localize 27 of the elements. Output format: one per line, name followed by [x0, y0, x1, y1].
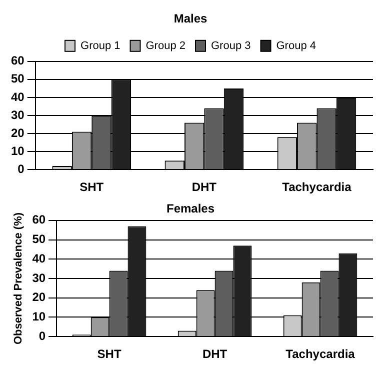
y-tick-label: 60: [10, 54, 25, 68]
y-tick-label: 20: [32, 290, 46, 304]
y-tick-label: 40: [32, 251, 46, 266]
x-tick-label: SHT: [80, 180, 104, 194]
legend-label: Group 1: [80, 40, 120, 52]
x-tick-label: SHT: [97, 347, 122, 362]
y-tick-label: 30: [32, 270, 46, 285]
y-tick-label: 50: [32, 232, 46, 246]
y-tick-label: 60: [32, 212, 46, 227]
x-tick-label: Tachycardia: [282, 180, 352, 194]
chart-title: Males: [174, 12, 208, 26]
x-tick-label: DHT: [202, 347, 228, 362]
x-tick-label: DHT: [192, 180, 218, 194]
y-tick-label: 30: [10, 108, 25, 122]
y-axis-title: Observed Prevalence (%): [12, 212, 25, 345]
y-tick-label: 10: [32, 310, 46, 324]
y-tick-label: 10: [10, 144, 25, 158]
y-tick-label: 40: [10, 90, 25, 104]
legend-label: Group 3: [211, 40, 251, 52]
y-tick-label: 50: [10, 72, 25, 86]
legend-label: Group 4: [276, 40, 316, 52]
chart-title: Females: [166, 202, 215, 216]
x-tick-label: Tachycardia: [286, 347, 356, 362]
y-tick-label: 20: [10, 126, 25, 140]
y-tick-label: 0: [38, 328, 46, 343]
legend-label: Group 2: [146, 40, 186, 52]
y-tick-label: 0: [18, 162, 25, 176]
